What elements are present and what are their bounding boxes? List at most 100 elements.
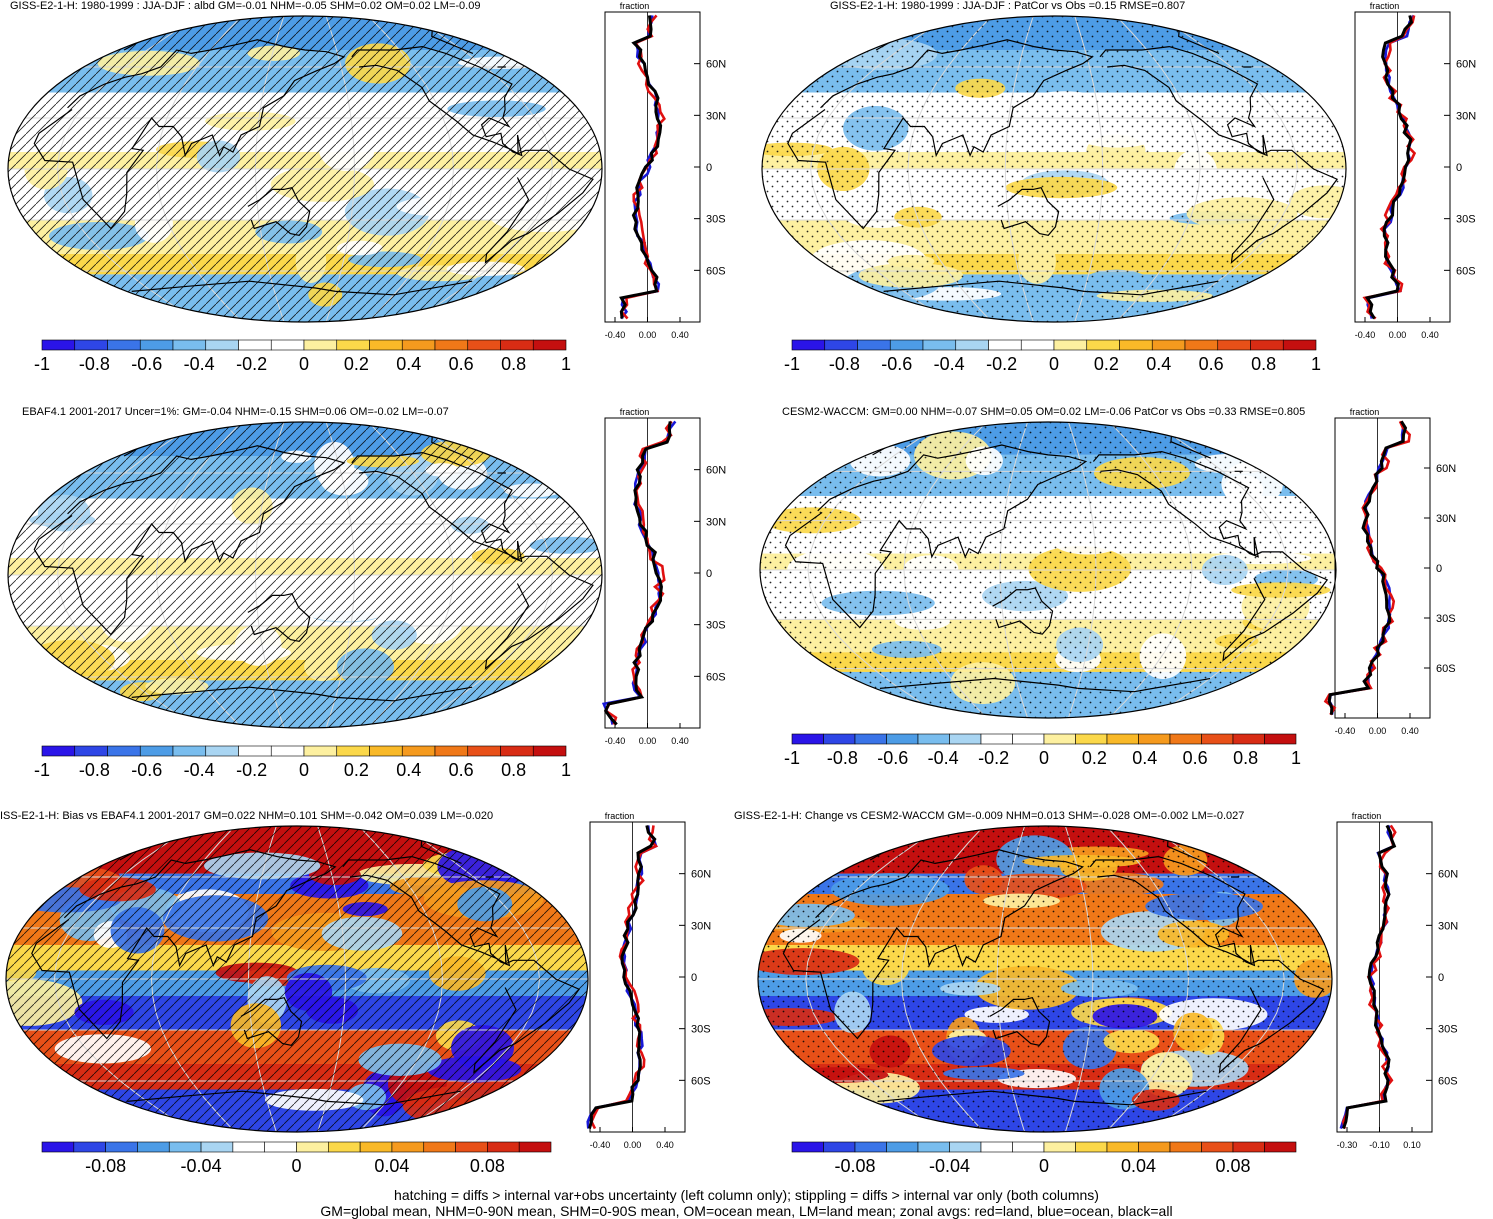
map-border [757, 825, 1333, 1133]
coastline [484, 555, 594, 670]
zonal-y-tick-label: 30S [1438, 1024, 1458, 1036]
coastline [33, 445, 346, 636]
colorbar-swatch [105, 1141, 138, 1153]
zonal-x-tick-label: -0.40 [605, 330, 626, 340]
coastline [131, 280, 336, 292]
colorbar-swatch [455, 1141, 488, 1153]
panel-title: GISS-E2-1-H: Change vs CESM2-WACCM GM=-0… [734, 810, 1245, 822]
colorbar-tick-label: -0.2 [978, 748, 1009, 768]
zonal-mean-plot: fraction 60N 30N 0 30S 60S -0.40 0.00 0.40 [586, 811, 711, 1150]
colorbar-swatch [1043, 733, 1076, 745]
colorbar-swatch [1012, 1141, 1045, 1153]
zonal-axis-title: fraction [605, 811, 635, 821]
coastline [784, 444, 1088, 629]
colorbar-tick-label: 0.4 [1132, 748, 1157, 768]
world-map [7, 421, 603, 729]
colorbar-swatch [1151, 339, 1186, 351]
colorbar-tick-label: 0.2 [344, 760, 369, 780]
zonal-y-tick-label: 30N [706, 110, 726, 122]
coastline [989, 997, 1051, 1046]
zonal-y-tick-label: 30S [691, 1024, 711, 1036]
colorbar-swatch [1184, 339, 1219, 351]
zonal-y-tick-label: 30N [706, 516, 726, 528]
zonal-mean-plot: fraction 60N 30N 0 30S 60S -0.40 0.00 0.40 [1354, 1, 1476, 340]
colorbar-swatch [857, 339, 891, 351]
colorbar-swatch [172, 339, 207, 351]
colorbar-tick-label: -0.6 [131, 760, 162, 780]
colorbar-swatch [1201, 733, 1234, 745]
coastline [1166, 839, 1208, 864]
panel-bias-vs-ebaf: ISS-E2-1-H: Bias vs EBAF4.1 2001-2017 GM… [0, 810, 746, 1210]
coastline [1092, 450, 1259, 558]
panel-observations-ebaf: EBAF4.1 2001-2017 Uncer=1%: GM=-0.04 NHM… [0, 406, 746, 806]
zonal-all-curve [603, 421, 672, 726]
colorbar-swatch [434, 339, 469, 351]
colorbar-tick-label: 0.2 [344, 354, 369, 374]
coastline [326, 1090, 461, 1106]
colorbar-swatch [74, 339, 108, 351]
zonal-y-tick-label: 0 [1456, 162, 1462, 174]
zonal-x-tick-label: 0.40 [1421, 330, 1439, 340]
colorbar-swatch [917, 733, 950, 745]
zonal-ocean-curve [1327, 421, 1405, 715]
colorbar-swatch [200, 1141, 234, 1153]
colorbar-swatch [205, 339, 239, 351]
colorbar-swatch [854, 1141, 887, 1153]
zonal-all-curve [587, 825, 657, 1129]
colorbar-swatch [232, 1141, 265, 1153]
zonal-x-tick-label: -0.10 [1369, 1140, 1390, 1150]
colorbar-swatch [917, 1141, 950, 1153]
colorbar-tick-label: -0.2 [986, 354, 1017, 374]
coastline [247, 187, 311, 236]
colorbar-swatch [270, 745, 305, 757]
colorbar-swatch [1232, 733, 1265, 745]
colorbar-swatch [401, 745, 436, 757]
world-map [757, 825, 1333, 1133]
colorbar-swatch [73, 1141, 106, 1153]
colorbar-tick-label: -0.6 [131, 354, 162, 374]
colorbar: -0.08 -0.04 0 0.04 0.08 [791, 1141, 1297, 1176]
zonal-x-tick-label: 0.40 [671, 736, 689, 746]
colorbar-swatch [1012, 733, 1045, 745]
world-map [5, 825, 589, 1133]
colorbar-swatch [139, 745, 174, 757]
colorbar-swatch [434, 745, 469, 757]
panel-title: GISS-E2-1-H: 1980-1999 : JJA-DJF : PatCo… [830, 0, 1186, 12]
colorbar-tick-label: 0 [291, 1156, 301, 1176]
map-border [7, 15, 603, 323]
colorbar-swatch [854, 733, 887, 745]
colorbar-swatch [532, 339, 567, 351]
coastline [1218, 959, 1325, 1074]
zonal-x-tick-label: -0.30 [1337, 1140, 1358, 1150]
zonal-all-curve [1342, 824, 1397, 1130]
zonal-axis-title: fraction [620, 1, 650, 11]
zonal-ocean-curve [586, 825, 658, 1129]
colorbar-tick-label: -0.2 [236, 760, 267, 780]
colorbar-tick-label: -1 [34, 760, 50, 780]
zonal-x-tick-label: 0.40 [656, 1140, 674, 1150]
colorbar-tick-label: -0.4 [184, 760, 215, 780]
zonal-x-tick-label: 0.10 [1403, 1140, 1421, 1150]
zonal-y-tick-label: 60S [1456, 265, 1476, 277]
zonal-x-tick-label: 0.00 [624, 1140, 642, 1150]
coastline [420, 839, 462, 864]
colorbar-swatch [107, 339, 141, 351]
colorbar-tick-label: -1 [784, 354, 800, 374]
zonal-all-curve [1364, 15, 1414, 320]
coastline [883, 280, 1085, 292]
coastline [1084, 280, 1219, 296]
colorbar-tick-label: 1 [1291, 748, 1301, 768]
colorbar-swatch [980, 733, 1013, 745]
colorbar-swatch [238, 745, 272, 757]
colorbar-swatch [401, 339, 436, 351]
colorbar-swatch [303, 745, 338, 757]
colorbar-tick-label: -0.4 [928, 748, 959, 768]
zonal-plot-frame [1354, 11, 1451, 323]
colorbar-swatch [336, 745, 370, 757]
coastline [1077, 677, 1211, 693]
coastline [342, 855, 511, 967]
zonal-mean-plot: fraction 60N 30N 0 30S 60S -0.40 0.00 0.40 [1323, 407, 1456, 736]
zonal-y-tick-label: 60N [1456, 59, 1476, 71]
colorbar-swatch [41, 339, 76, 351]
colorbar-swatch [74, 745, 108, 757]
